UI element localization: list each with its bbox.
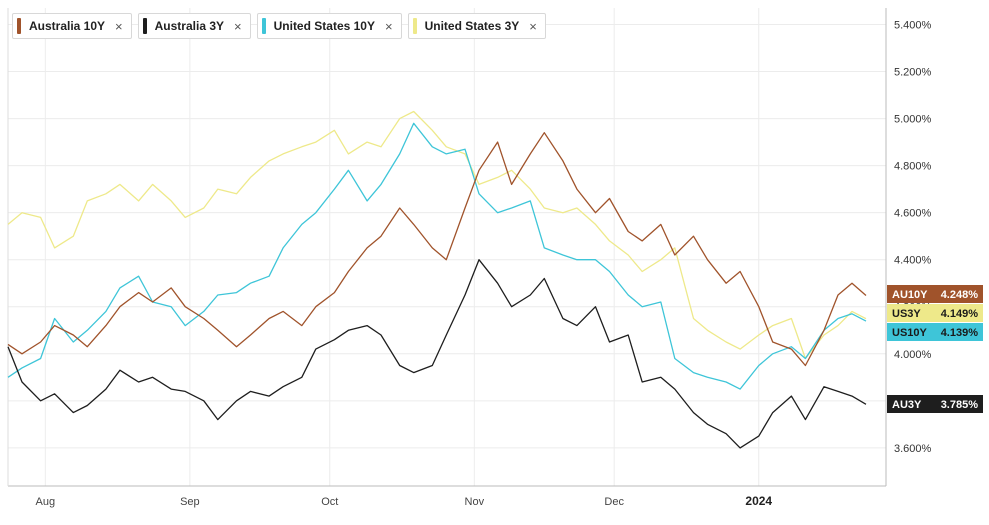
- y-tick-label: 4.400%: [894, 255, 932, 267]
- y-tick-label: 5.400%: [894, 20, 932, 32]
- legend-swatch: [261, 18, 266, 34]
- x-tick-label: Dec: [604, 496, 624, 508]
- y-tick-label: 3.600%: [894, 443, 932, 455]
- y-tick-label: 4.000%: [894, 349, 932, 361]
- last-value-tag-us10y: [887, 323, 983, 341]
- last-value-tag-name: US3Y: [892, 308, 921, 320]
- last-value-tag-us3y: [887, 304, 983, 322]
- last-value-tag-value: 4.139%: [941, 327, 979, 339]
- close-icon[interactable]: ×: [115, 18, 123, 34]
- close-icon[interactable]: ×: [384, 18, 393, 34]
- last-value-tag-value: 3.785%: [941, 399, 979, 411]
- last-value-tag-value: 4.248%: [941, 289, 979, 301]
- legend-label: United States 10Y: [273, 19, 375, 33]
- last-value-tag-value: 4.149%: [941, 308, 979, 320]
- close-icon[interactable]: ×: [234, 18, 242, 34]
- series-line-au10y: [7, 132, 867, 367]
- last-value-tag-name: AU10Y: [892, 289, 928, 301]
- x-tick-label: 2024: [745, 494, 772, 508]
- x-tick-label: Aug: [36, 496, 56, 508]
- series-line-au3y: [7, 259, 867, 449]
- legend-label: Australia 3Y: [154, 19, 225, 33]
- plot-area: [8, 8, 886, 486]
- close-icon[interactable]: ×: [529, 18, 537, 34]
- x-tick-label: Oct: [321, 496, 338, 508]
- last-value-tag-name: AU3Y: [892, 399, 922, 411]
- legend-item-united-states-10y[interactable]: United States 10Y ×: [256, 13, 402, 39]
- y-tick-label: 4.800%: [894, 161, 932, 173]
- legend-swatch: [142, 18, 147, 34]
- y-tick-label: 5.000%: [894, 114, 932, 126]
- x-tick-label: Nov: [465, 496, 485, 508]
- last-value-tag-au3y: [887, 395, 983, 413]
- legend-swatch: [17, 18, 21, 34]
- legend: Australia 10Y × Australia 3Y × United St…: [12, 13, 546, 39]
- y-tick-label: 4.600%: [894, 208, 932, 220]
- legend-swatch: [412, 18, 417, 34]
- y-tick-label: 5.200%: [894, 67, 932, 79]
- series-line-us10y: [7, 122, 867, 390]
- legend-label: United States 3Y: [424, 19, 520, 33]
- legend-item-australia-3y[interactable]: Australia 3Y ×: [137, 13, 251, 39]
- legend-item-australia-10y[interactable]: Australia 10Y ×: [12, 13, 132, 39]
- legend-label: Australia 10Y: [29, 19, 106, 33]
- x-tick-label: Sep: [180, 496, 200, 508]
- series-line-us3y: [7, 110, 867, 360]
- last-value-tag-au10y: [887, 285, 983, 303]
- legend-item-united-states-3y[interactable]: United States 3Y ×: [407, 13, 546, 39]
- last-value-tag-name: US10Y: [892, 327, 928, 339]
